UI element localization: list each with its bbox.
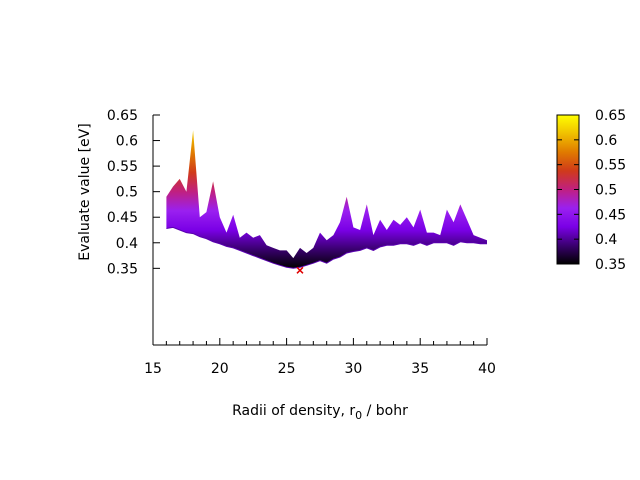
colorbar-tick-label: 0.45 [595,207,626,223]
colorbar-tick-label: 0.6 [595,133,617,149]
y-tick-label: 0.5 [116,185,138,201]
surface-band-0 [166,130,487,269]
colorbar-tick-label: 0.5 [595,183,617,199]
surface-area [166,130,487,269]
x-axis-title-tail: / bohr [362,403,408,419]
surface-lower-edge-0 [166,226,487,269]
x-tick-label: 20 [211,361,229,377]
y-axis-title: Evaluate value [eV] [77,123,93,260]
x-axis-ticks: 15 20 25 30 35 40 [144,338,496,377]
x-axis-title: Radii of density, r0 / bohr [232,403,408,422]
colorbar-tick-label: 0.35 [595,257,626,273]
x-tick-label: 25 [278,361,296,377]
y-tick-label: 0.4 [116,236,138,252]
axes [152,115,487,346]
x-tick-label: 40 [478,361,496,377]
x-axis-title-main: Radii of density, r [232,403,355,419]
minimum-marker-stroke [296,266,304,274]
x-axis-title-sub: 0 [355,409,362,422]
x-tick-label: 30 [344,361,362,377]
y-axis-ticks: 0.35 0.4 0.45 0.5 0.55 0.6 0.65 [107,108,160,277]
colorbar: 0.35 0.4 0.45 0.5 0.55 0.6 0.65 [556,108,626,273]
x-tick-label: 15 [144,361,162,377]
colorbar-tick-label: 0.4 [595,232,617,248]
y-tick-label: 0.65 [107,108,138,124]
colorbar-tick-label: 0.55 [595,158,626,174]
y-tick-label: 0.45 [107,210,138,226]
y-tick-label: 0.55 [107,159,138,175]
x-tick-label: 35 [411,361,429,377]
colorbar-tick-label: 0.65 [595,108,626,124]
y-tick-label: 0.35 [107,261,138,277]
minimum-marker [296,266,304,274]
y-tick-label: 0.6 [116,134,138,150]
